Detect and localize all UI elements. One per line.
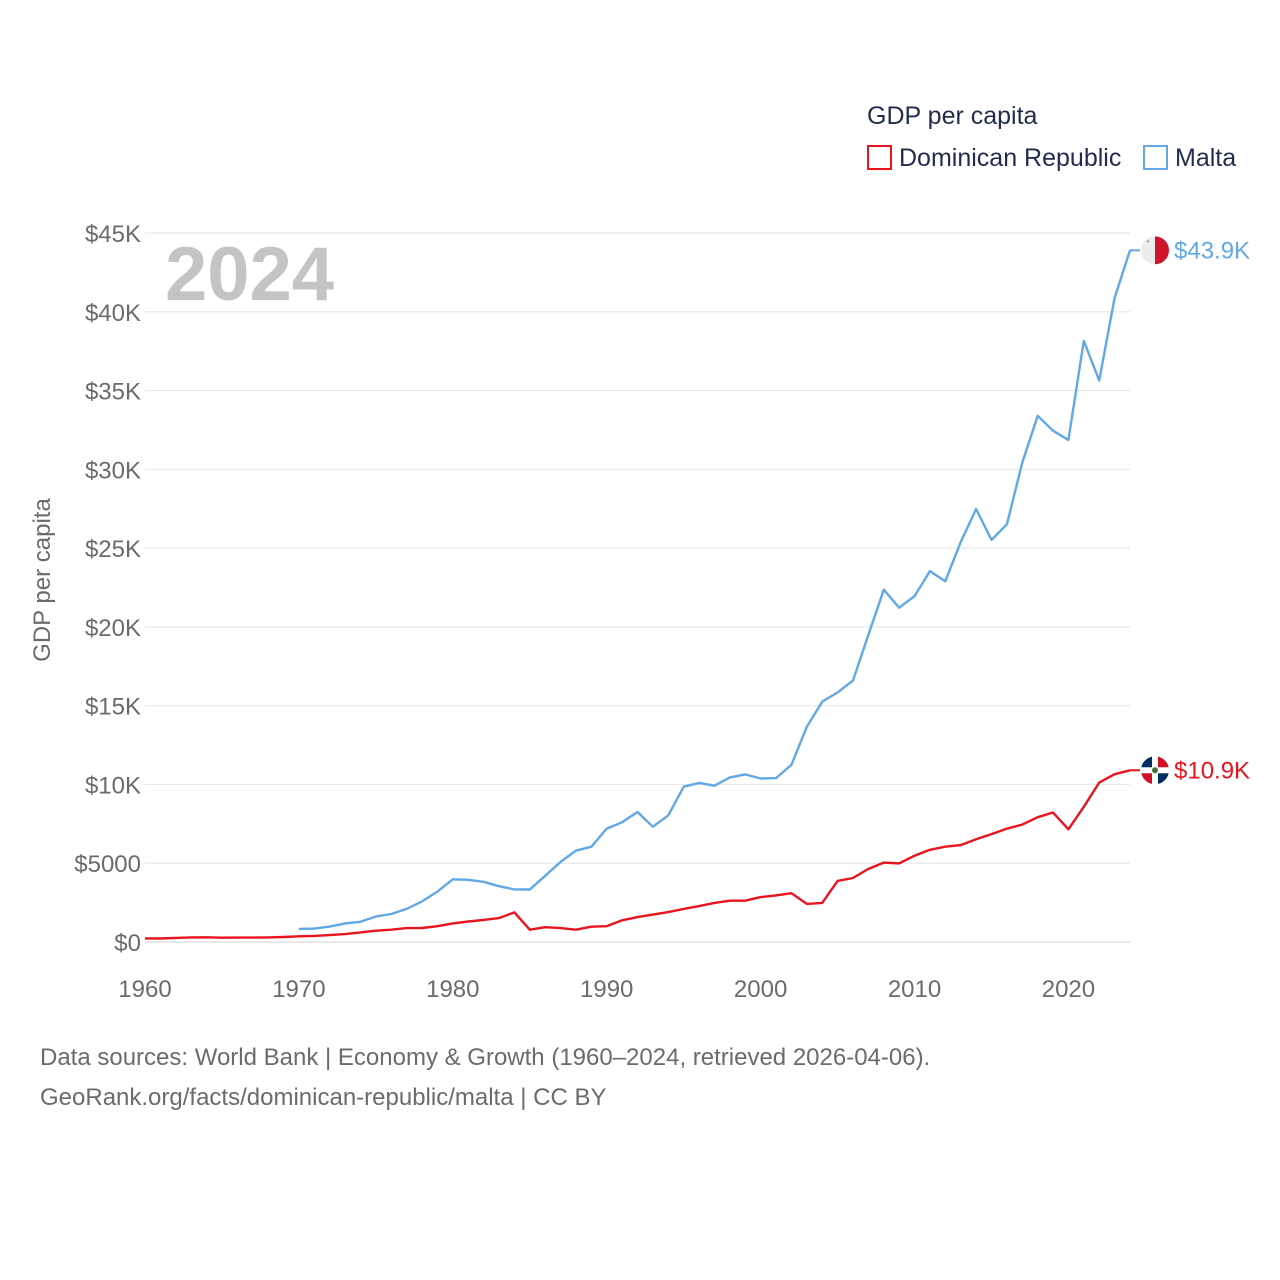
y-tick-label: $35K <box>85 379 141 406</box>
legend-swatch-dominican-republic <box>867 145 892 170</box>
y-tick-label: $15K <box>85 694 141 721</box>
y-tick-label: $10K <box>85 772 141 799</box>
legend-item-malta[interactable]: Malta <box>1143 144 1236 172</box>
legend-label-dominican-republic: Dominican Republic <box>899 144 1121 172</box>
y-tick-label: $30K <box>85 457 141 484</box>
y-tick-label: $40K <box>85 300 141 327</box>
dominican-republic-end-value: $10.9K <box>1174 757 1250 784</box>
legend-swatch-malta <box>1143 145 1168 170</box>
x-tick-label: 2010 <box>888 976 941 1003</box>
y-axis-label: GDP per capita <box>29 498 56 662</box>
y-tick-label: $5000 <box>74 851 141 878</box>
grid-lines <box>145 232 1130 943</box>
x-tick-label: 1980 <box>426 976 479 1003</box>
series-lines <box>144 249 1140 940</box>
x-axis-ticks: 1960 1970 1980 1990 2000 2010 2020 <box>118 976 1095 1003</box>
malta-end-value: $43.9K <box>1174 237 1250 264</box>
legend-title: GDP per capita <box>867 102 1038 130</box>
y-tick-label: $45K <box>85 221 141 248</box>
x-tick-label: 1970 <box>272 976 325 1003</box>
y-axis-ticks: $0 $5000 $10K $15K $20K $25K $30K $35K $40K $45K <box>74 221 141 957</box>
malta-flag-icon <box>1141 236 1169 265</box>
source-line-1: Data sources: World Bank | Economy & Gro… <box>40 1044 931 1071</box>
x-tick-label: 2000 <box>734 976 787 1003</box>
y-tick-label: $20K <box>85 615 141 642</box>
x-tick-label: 1960 <box>118 976 171 1003</box>
series-line-dominican-republic <box>144 769 1131 940</box>
source-line-2: GeoRank.org/facts/dominican-republic/mal… <box>40 1084 607 1111</box>
legend-label-malta: Malta <box>1175 144 1236 172</box>
x-tick-label: 1990 <box>580 976 633 1003</box>
x-tick-label: 2020 <box>1042 976 1095 1003</box>
year-label: 2024 <box>165 232 334 317</box>
legend: GDP per capita Dominican Republic Malta <box>867 102 1236 172</box>
y-tick-label: $25K <box>85 536 141 563</box>
series-line-malta <box>298 249 1132 931</box>
legend-item-dominican-republic[interactable]: Dominican Republic <box>867 144 1121 172</box>
dominican-republic-flag-icon <box>1141 756 1169 785</box>
y-tick-label: $0 <box>114 930 141 957</box>
